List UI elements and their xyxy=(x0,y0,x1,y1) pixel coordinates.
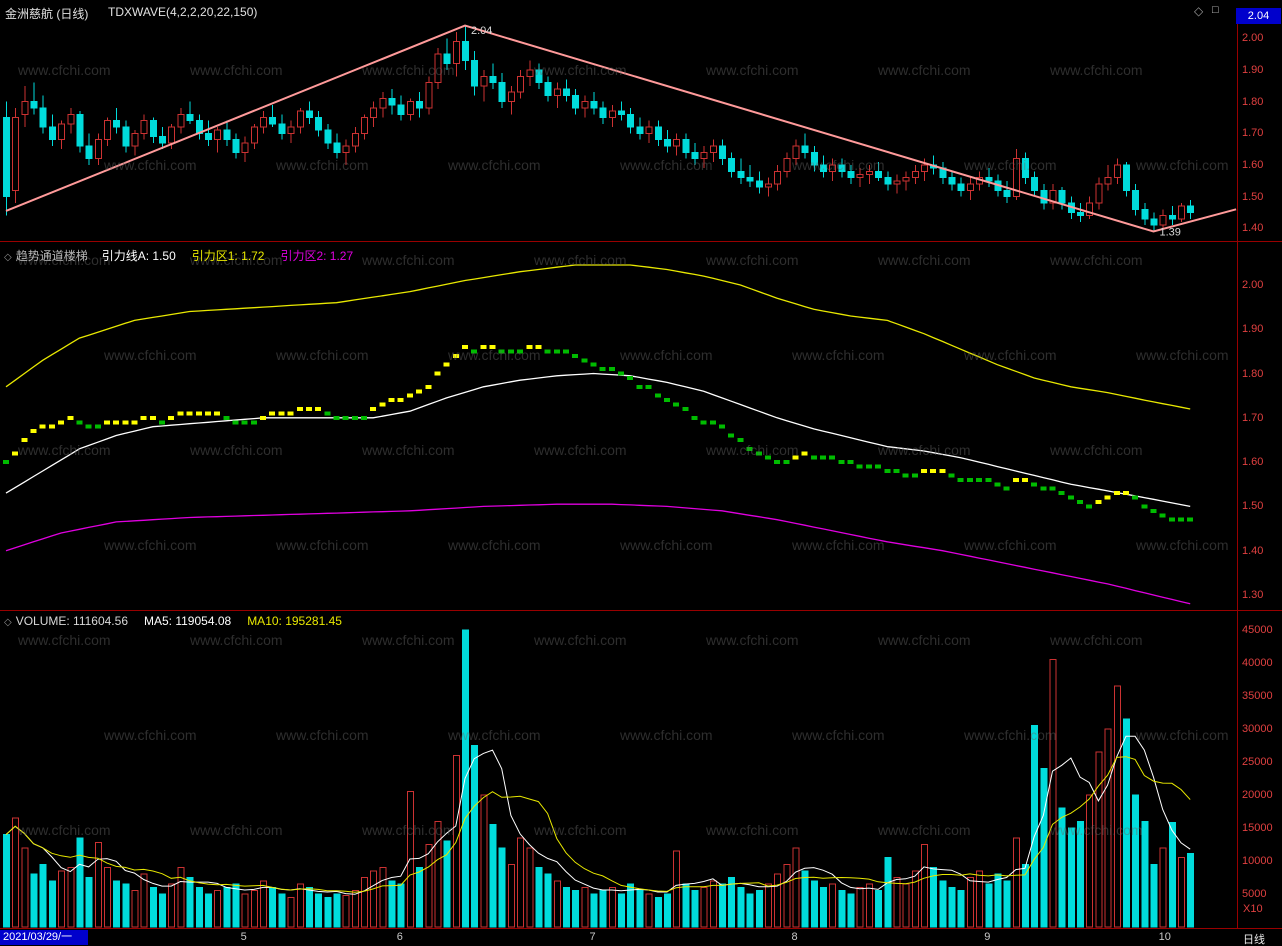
volume-bars-layer xyxy=(3,629,1195,928)
volume-ma-line xyxy=(5,735,1191,895)
volume-ma-line xyxy=(5,756,1191,893)
panel-separator xyxy=(0,928,1282,929)
stair-layer xyxy=(3,344,1194,522)
time-axis-tick: 10 xyxy=(1158,931,1171,943)
volume-label: VOLUME: 111604.56 xyxy=(15,614,128,628)
ma10-label: MA10: 195281.45 xyxy=(247,614,342,628)
ma5-label: MA5: 119054.08 xyxy=(144,614,232,628)
diamond-icon[interactable]: ◇ xyxy=(1194,4,1204,18)
axis-tick: 10000 xyxy=(1242,855,1273,867)
panel-separator xyxy=(0,610,1282,611)
axis-tick: 1.60 xyxy=(1242,456,1264,469)
axis-tick: 1.60 xyxy=(1242,158,1264,171)
axis-tick: 1.70 xyxy=(1242,127,1264,140)
indicator-panel-title: 趋势通道楼梯 xyxy=(15,249,88,263)
axis-tick: 1.40 xyxy=(1242,222,1264,235)
indicator-label-row: ◇ 趋势通道楼梯 引力线A: 1.50 引力区1: 1.72 引力区2: 1.27 xyxy=(4,247,369,263)
volume-scale-label: X10 xyxy=(1243,903,1263,915)
time-axis-tick: 9 xyxy=(984,931,991,943)
stock-title: 金洲慈航 (日线) xyxy=(5,7,89,21)
time-axis-tick: 6 xyxy=(396,931,403,943)
axis-tick: 25000 xyxy=(1242,756,1273,768)
axis-tick: 1.70 xyxy=(1242,411,1264,424)
price-annotation: 1.39 xyxy=(1160,227,1181,239)
indicator-title: TDXWAVE(4,2,2,20,22,150) xyxy=(108,5,258,19)
last-price-box: 2.04 xyxy=(1236,8,1281,24)
gravity-zone-1-label: 引力区1: 1.72 xyxy=(191,249,265,263)
window-icon[interactable]: □ xyxy=(1212,4,1219,16)
price-axis[interactable]: X10 2.00 1.90 1.80 1.70 1.60 1.50 1.40 2.00 1.90… xyxy=(1237,24,1282,929)
price-annotation: 2.04 xyxy=(471,25,492,37)
volume-chart[interactable] xyxy=(0,611,1237,929)
axis-tick: 1.30 xyxy=(1242,588,1264,601)
axis-tick: 1.50 xyxy=(1242,190,1264,203)
axis-tick: 1.80 xyxy=(1242,367,1264,380)
axis-tick: 1.50 xyxy=(1242,500,1264,513)
volume-label-row: ◇ VOLUME: 111604.56 MA5: 119054.08 MA10: 19… xyxy=(4,614,358,628)
time-axis-tick: 5 xyxy=(240,931,247,943)
axis-tick: 35000 xyxy=(1242,690,1273,702)
axis-tick: 1.90 xyxy=(1242,323,1264,336)
channel-line xyxy=(5,264,1191,410)
panel-marker-icon[interactable]: ◇ xyxy=(4,617,12,628)
candlestick-layer xyxy=(3,25,1195,232)
axis-tick: 1.40 xyxy=(1242,544,1264,557)
axis-tick: 5000 xyxy=(1242,888,1267,900)
channel-line xyxy=(5,503,1191,605)
axis-tick: 40000 xyxy=(1242,657,1273,669)
gravity-line-a-label: 引力线A: 1.50 xyxy=(101,249,176,263)
title-bar: 金洲慈航 (日线) TDXWAVE(4,2,2,20,22,150) ◇ □ 2… xyxy=(0,0,1282,24)
time-axis-tick: 7 xyxy=(589,931,596,943)
axis-tick: 15000 xyxy=(1242,822,1273,834)
axis-tick: 45000 xyxy=(1242,624,1273,636)
date-cursor-box: 2021/03/29/一 xyxy=(0,930,88,945)
trend-line xyxy=(5,24,1237,233)
axis-tick: 1.90 xyxy=(1242,63,1264,76)
time-axis-tick: 8 xyxy=(791,931,798,943)
channel-line xyxy=(5,372,1191,508)
axis-tick: 30000 xyxy=(1242,723,1273,735)
axis-tick: 2.00 xyxy=(1242,278,1264,291)
panel-marker-icon[interactable]: ◇ xyxy=(4,252,12,263)
panel-separator xyxy=(0,241,1282,242)
trend-channel-chart[interactable] xyxy=(0,242,1237,610)
axis-tick: 2.00 xyxy=(1242,32,1264,45)
period-label[interactable]: 日线 xyxy=(1243,934,1265,946)
axis-tick: 1.80 xyxy=(1242,95,1264,108)
time-axis: 2021/03/29/一 日线 5 6 7 8 9 10 xyxy=(0,929,1282,946)
main-candle-chart[interactable]: 2.04 1.39 xyxy=(0,24,1237,241)
axis-tick: 20000 xyxy=(1242,789,1273,801)
gravity-zone-2-label: 引力区2: 1.27 xyxy=(280,249,354,263)
